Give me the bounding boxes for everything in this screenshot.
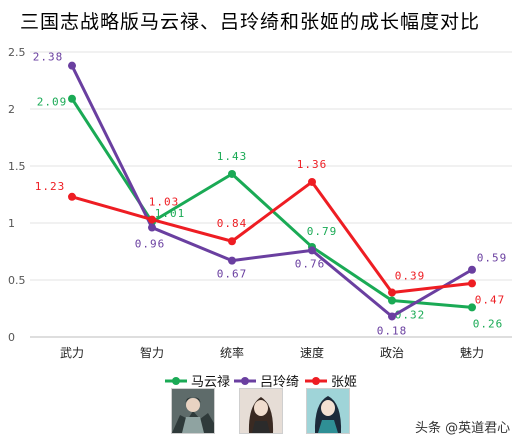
- data-label: 0.59: [477, 252, 508, 265]
- avatar-zhang-ji: [306, 388, 350, 434]
- data-point: [148, 223, 156, 232]
- data-point: [148, 215, 156, 224]
- avatar-lv-lingqi: [239, 388, 283, 434]
- series-line: [70, 180, 474, 295]
- data-label: 0.76: [295, 257, 326, 270]
- avatar-ma-yunlu: [171, 388, 215, 434]
- x-tick-label: 统率: [220, 345, 244, 360]
- data-label: 1.23: [35, 180, 66, 193]
- y-tick-label: 0: [8, 331, 15, 344]
- data-label: 0.96: [135, 238, 166, 251]
- data-label: 0.84: [217, 217, 248, 230]
- watermark: 头条 @英道君心: [415, 421, 511, 436]
- data-label: 1.43: [217, 150, 248, 163]
- data-point: [68, 61, 76, 70]
- data-point: [308, 246, 316, 255]
- chart-title: 三国志战略版马云禄、吕玲绮和张姬的成长幅度对比: [20, 11, 481, 33]
- y-tick-label: 2: [8, 103, 15, 116]
- data-label: 0.39: [395, 270, 426, 283]
- data-label: 0.67: [217, 268, 248, 281]
- data-label: 0.18: [377, 324, 408, 337]
- legend-marker: [241, 377, 249, 385]
- data-label: 1.36: [297, 158, 328, 171]
- data-point: [228, 237, 236, 246]
- data-point: [68, 192, 76, 201]
- legend-label: 吕玲绮: [260, 375, 299, 390]
- x-tick-label: 政治: [380, 346, 404, 360]
- data-point: [388, 296, 396, 305]
- series-line: [70, 64, 474, 318]
- x-tick-label: 武力: [60, 346, 84, 360]
- data-point: [468, 303, 476, 312]
- x-tick-label: 魅力: [460, 345, 484, 360]
- legend-marker: [172, 377, 180, 385]
- data-label: 1.01: [155, 207, 186, 220]
- data-point: [468, 265, 476, 274]
- data-label: 2.38: [33, 51, 64, 64]
- y-tick-label: 1: [8, 217, 15, 230]
- legend-label: 马云禄: [191, 375, 230, 390]
- y-tick-label: 2.5: [8, 46, 26, 59]
- legend-label: 张姬: [331, 375, 357, 390]
- y-tick-label: 0.5: [8, 274, 26, 287]
- x-tick-label: 速度: [300, 345, 324, 360]
- data-label: 0.79: [307, 225, 338, 238]
- data-point: [68, 94, 76, 103]
- legend-marker: [312, 377, 320, 385]
- data-point: [228, 169, 236, 178]
- x-tick-label: 智力: [140, 345, 164, 360]
- data-label: 1.03: [149, 196, 180, 209]
- data-point: [388, 288, 396, 297]
- data-point: [308, 177, 316, 186]
- data-label: 0.47: [475, 293, 506, 306]
- data-label: 0.26: [473, 317, 504, 330]
- data-point: [388, 312, 396, 321]
- data-point: [468, 279, 476, 288]
- data-label: 2.09: [37, 96, 68, 109]
- data-point: [228, 256, 236, 265]
- y-tick-label: 1.5: [8, 160, 26, 173]
